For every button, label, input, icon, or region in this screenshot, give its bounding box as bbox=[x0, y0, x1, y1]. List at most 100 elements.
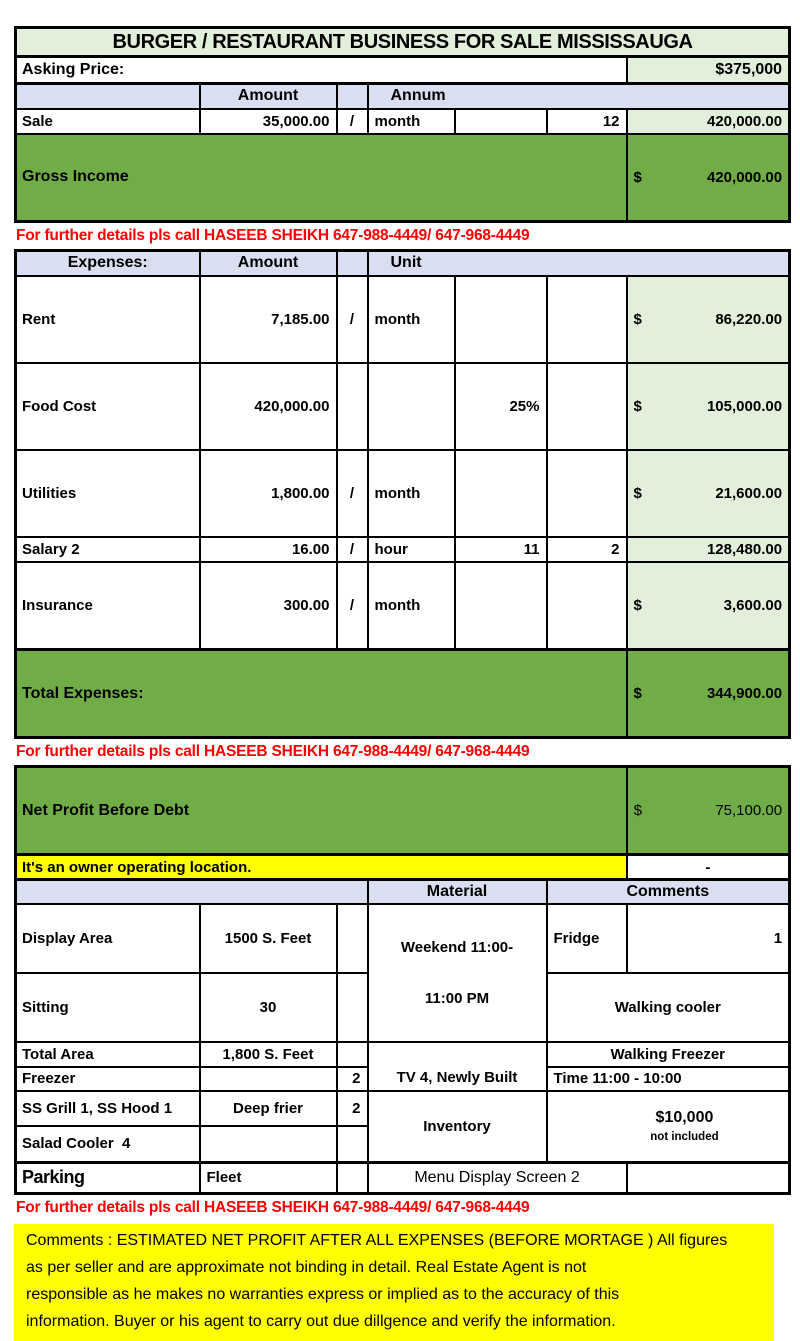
page-title: BURGER / RESTAURANT BUSINESS FOR SALE MI… bbox=[14, 26, 791, 58]
expense-annual-cell: $3,600.00 bbox=[625, 561, 791, 651]
currency-sign: $ bbox=[633, 685, 642, 702]
gross-income-value: 420,000.00 bbox=[707, 168, 783, 186]
empty-cell bbox=[335, 1040, 369, 1068]
detail-row-label: Freezer bbox=[14, 1065, 201, 1092]
income-table: BURGER / RESTAURANT BUSINESS FOR SALE MI… bbox=[14, 26, 792, 223]
disclaimer-line: information. Buyer or his agent to carry… bbox=[26, 1312, 616, 1330]
currency-sign: $ bbox=[633, 597, 642, 614]
time-note: Time 11:00 - 10:00 bbox=[545, 1065, 791, 1092]
sale-row-label: Sale bbox=[14, 107, 201, 135]
contact-line: For further details pls call HASEEB SHEI… bbox=[16, 743, 530, 760]
net-profit-value-cell: $75,100.00 bbox=[625, 765, 791, 856]
asking-price-value: $375,000 bbox=[625, 55, 791, 85]
salary-hours: 11 bbox=[453, 536, 548, 563]
expense-annual-cell: $86,220.00 bbox=[625, 275, 791, 364]
expense-percentage: 25% bbox=[453, 362, 548, 451]
expense-amount: 7,185.00 bbox=[198, 275, 338, 364]
expense-unit: month bbox=[366, 561, 456, 651]
menu-display-note: Menu Display Screen 2 bbox=[366, 1160, 628, 1194]
expense-amount: 300.00 bbox=[198, 561, 338, 651]
empty-cell bbox=[14, 82, 201, 110]
amount-column-header: Amount bbox=[198, 249, 338, 277]
expense-extra1 bbox=[453, 275, 548, 364]
deep-frier-value: Deep frier bbox=[198, 1089, 338, 1128]
expense-extra2 bbox=[545, 275, 628, 364]
currency-sign: $ bbox=[633, 485, 642, 502]
salary-staff-count: 2 bbox=[545, 536, 628, 563]
annum-column-header: Annum bbox=[366, 82, 791, 110]
empty-cell bbox=[198, 1125, 338, 1163]
detail-row-label: Sitting bbox=[14, 971, 201, 1043]
expense-amount: 16.00 bbox=[198, 536, 338, 563]
gross-income-value-cell: $ 420,000.00 bbox=[625, 132, 791, 222]
weekend-hours-line1: Weekend 11:00- bbox=[400, 938, 514, 956]
empty-cell bbox=[335, 1160, 369, 1194]
currency-sign: $ bbox=[633, 398, 642, 415]
unit-column-header: Unit bbox=[366, 249, 791, 277]
slash-cell: / bbox=[335, 561, 369, 651]
walking-freezer-note: Walking Freezer bbox=[545, 1040, 791, 1068]
empty-cell bbox=[625, 1160, 791, 1194]
sitting-value: 30 bbox=[198, 971, 338, 1043]
detail-row-label: Display Area bbox=[14, 902, 201, 974]
expense-extra2 bbox=[545, 362, 628, 451]
net-profit-value: 75,100.00 bbox=[715, 802, 783, 819]
expense-unit bbox=[366, 362, 456, 451]
contact-line: For further details pls call HASEEB SHEI… bbox=[16, 1198, 530, 1216]
walking-cooler-note: Walking cooler bbox=[545, 971, 791, 1043]
expense-annual-value: 21,600.00 bbox=[715, 485, 783, 502]
empty-cell bbox=[335, 249, 369, 277]
parking-label: Parking bbox=[14, 1160, 201, 1194]
flyer-page: BURGER / RESTAURANT BUSINESS FOR SALE MI… bbox=[14, 26, 792, 1341]
expense-annual-value: 86,220.00 bbox=[715, 311, 783, 328]
gross-income-label: Gross Income bbox=[14, 132, 628, 222]
expense-annual-cell: $21,600.00 bbox=[625, 449, 791, 538]
weekend-hours-line2: 11:00 PM bbox=[424, 989, 490, 1007]
slash-cell: / bbox=[335, 449, 369, 538]
expense-row-label: Food Cost bbox=[14, 362, 201, 451]
disclaimer-line: Comments : ESTIMATED NET PROFIT AFTER AL… bbox=[26, 1231, 728, 1249]
deep-frier-qty: 2 bbox=[335, 1089, 369, 1128]
expense-annual-value: 3,600.00 bbox=[723, 597, 783, 614]
expense-unit: month bbox=[366, 275, 456, 364]
expense-extra2 bbox=[545, 561, 628, 651]
total-expenses-label: Total Expenses: bbox=[14, 648, 628, 739]
detail-row-label: Salad Cooler 4 bbox=[14, 1125, 201, 1163]
total-expenses-value: 344,900.00 bbox=[706, 685, 783, 702]
inventory-note: not included bbox=[650, 1130, 719, 1143]
inventory-label-cell: Inventory bbox=[366, 1089, 548, 1163]
parking-value: Fleet bbox=[198, 1160, 338, 1194]
display-area-value: 1500 S. Feet bbox=[198, 902, 338, 974]
asking-price-label: Asking Price: bbox=[14, 55, 628, 85]
slash-cell: / bbox=[335, 536, 369, 563]
disclaimer-block: Comments : ESTIMATED NET PROFIT AFTER AL… bbox=[14, 1223, 774, 1341]
total-expenses-value-cell: $344,900.00 bbox=[625, 648, 791, 739]
expense-amount: 420,000.00 bbox=[198, 362, 338, 451]
sale-annual-value: 420,000.00 bbox=[625, 107, 791, 135]
expense-annual-cell: $105,000.00 bbox=[625, 362, 791, 451]
detail-row-label: SS Grill 1, SS Hood 1 bbox=[14, 1089, 201, 1128]
empty-cell bbox=[14, 878, 369, 905]
contact-line: For further details pls call HASEEB SHEI… bbox=[16, 226, 530, 244]
slash-cell bbox=[335, 362, 369, 451]
expense-amount: 1,800.00 bbox=[198, 449, 338, 538]
expense-annual-value: 105,000.00 bbox=[706, 398, 783, 415]
expense-row-label: Insurance bbox=[14, 561, 201, 651]
expense-extra1 bbox=[453, 561, 548, 651]
sale-months: 12 bbox=[545, 107, 628, 135]
sale-unit: month bbox=[366, 107, 456, 135]
fridge-label: Fridge bbox=[545, 902, 628, 974]
slash-cell: / bbox=[335, 275, 369, 364]
expenses-table: Expenses: Amount Unit Rent 7,185.00 / mo… bbox=[14, 248, 792, 739]
currency-sign: $ bbox=[633, 311, 642, 328]
expense-extra1 bbox=[453, 449, 548, 538]
empty-cell bbox=[198, 1065, 338, 1092]
expense-row-label: Rent bbox=[14, 275, 201, 364]
tv-note-cell: TV 4, Newly Built bbox=[366, 1040, 548, 1092]
expenses-header: Expenses: bbox=[14, 249, 201, 277]
expense-annual-value: 128,480.00 bbox=[625, 536, 791, 563]
empty-cell bbox=[335, 902, 369, 974]
expense-row-label: Utilities bbox=[14, 449, 201, 538]
currency-sign: $ bbox=[633, 802, 642, 819]
empty-cell bbox=[335, 971, 369, 1043]
